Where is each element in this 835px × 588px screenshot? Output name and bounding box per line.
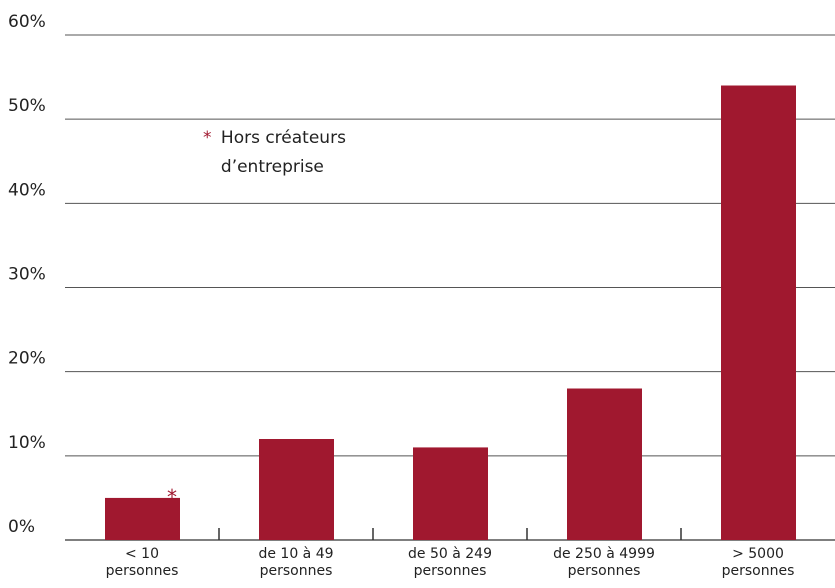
- x-tick-label: de 250 à 4999 personnes: [553, 546, 655, 579]
- y-tick-label: 50%: [8, 96, 46, 116]
- bar: [721, 85, 796, 540]
- bar-marker: *: [167, 485, 177, 509]
- x-tick-label: de 50 à 249 personnes: [408, 546, 492, 579]
- x-tick-label: > 5000 personnes: [721, 546, 795, 579]
- y-tick-label: 10%: [8, 433, 46, 453]
- y-tick-label: 30%: [8, 265, 46, 285]
- note-text: Hors créateurs d’entreprise: [220, 128, 346, 177]
- y-tick-label: 20%: [8, 349, 46, 369]
- note-marker: *: [203, 128, 212, 148]
- bar: [259, 439, 334, 540]
- bar: [105, 497, 180, 540]
- bar: [567, 388, 642, 540]
- y-tick-label: 60%: [8, 12, 46, 32]
- bar: [413, 447, 488, 540]
- y-tick-label: 0%: [8, 517, 35, 537]
- x-tick-label: < 10 personnes: [105, 546, 179, 579]
- x-tick-label: de 10 à 49 personnes: [258, 546, 334, 579]
- y-tick-label: 40%: [8, 180, 46, 200]
- note: * Hors créateurs d’entreprise: [203, 124, 346, 182]
